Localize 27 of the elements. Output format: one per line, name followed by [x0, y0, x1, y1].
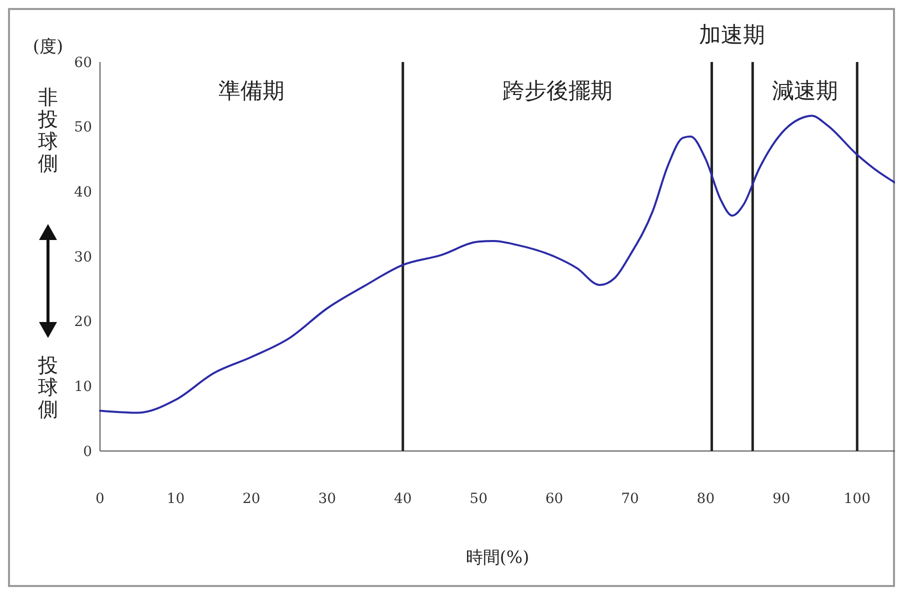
annotation: 準備期: [218, 79, 284, 104]
x-tick-label: 20: [242, 491, 260, 507]
x-tick-label: 90: [772, 491, 790, 507]
x-tick-label: 60: [545, 491, 564, 507]
x-tick-label: 80: [696, 491, 715, 507]
y-tick-label: 60: [74, 54, 92, 71]
annotation: 跨步後擺期: [502, 79, 612, 104]
text: 投球側: [37, 353, 58, 421]
x-tick-label: 70: [621, 491, 639, 507]
x-tick-label: 100: [844, 491, 871, 507]
x-tick-label: 0: [96, 491, 104, 507]
y-tick-label: 50: [74, 120, 92, 136]
x-tick-label: 50: [470, 491, 488, 507]
y-tick-label: 20: [74, 314, 92, 330]
x-tick-label: 10: [166, 491, 185, 507]
y-tick-label: 10: [74, 379, 92, 396]
text: 非投球側: [37, 85, 58, 175]
text: 加速期: [699, 23, 766, 48]
line-series: [99, 114, 895, 414]
x-tick-label: 40: [394, 491, 412, 507]
x-axis-title: 時間(%): [466, 548, 530, 568]
y-tick-label: 0: [83, 444, 92, 460]
y-tick-label: 40: [74, 184, 92, 201]
y-tick-label: 30: [74, 249, 92, 266]
y-axis-title: (度): [32, 37, 64, 57]
annotation: 減速期: [772, 79, 838, 104]
x-tick-label: 30: [318, 491, 336, 507]
